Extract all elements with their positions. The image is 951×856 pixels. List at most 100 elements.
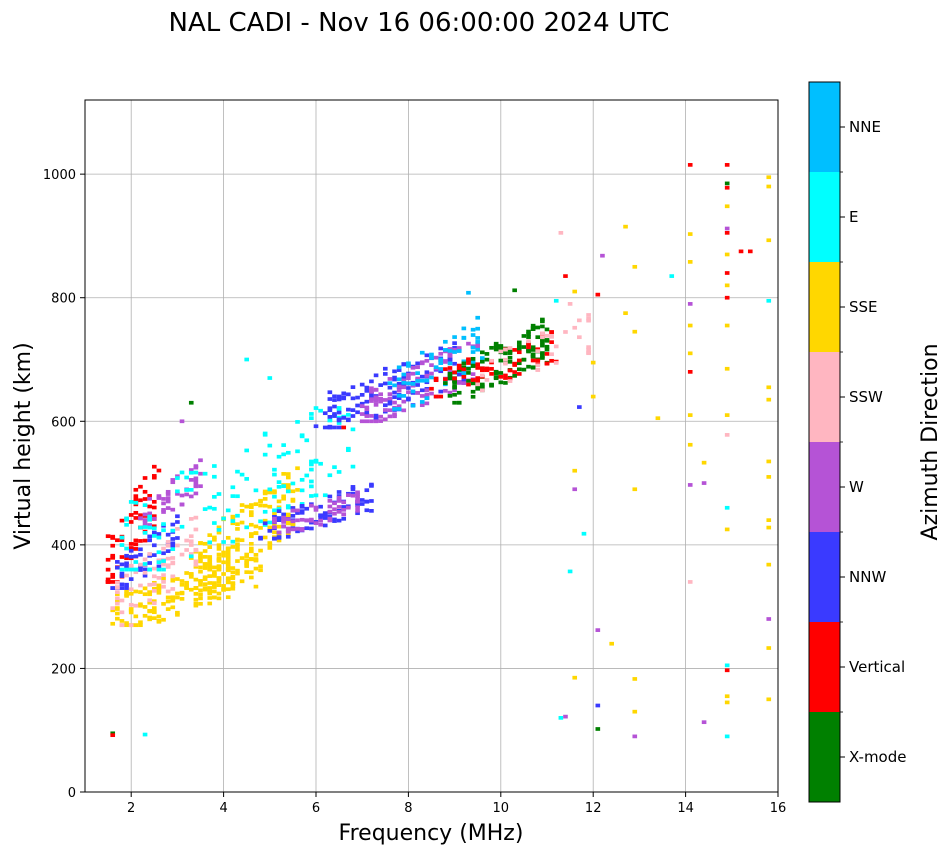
data-point [161,584,166,589]
data-point [313,424,319,429]
data-point [461,367,467,372]
data-point [336,394,342,399]
data-point [128,513,134,517]
data-point [595,292,601,297]
data-point [151,616,157,621]
data-point [443,339,448,344]
chart-title: NAL CADI - Nov 16 06:00:00 2024 UTC [169,8,670,38]
data-point [119,598,125,603]
data-point [179,552,185,557]
data-point [410,382,416,386]
data-point [244,357,250,362]
data-point [632,709,638,714]
data-point [452,378,457,383]
data-point [110,536,116,540]
data-point [724,163,730,167]
data-point [225,508,231,513]
x-tick-label: 14 [677,801,694,816]
data-point [193,577,199,582]
data-point [503,376,508,380]
data-point [406,361,411,366]
data-point [766,646,772,650]
data-point [567,302,573,306]
data-point [373,419,379,424]
data-point [299,488,305,493]
data-point [142,489,148,494]
data-point [156,567,162,572]
data-point [156,614,162,619]
data-point [272,508,277,513]
data-point [119,543,125,547]
data-point [724,413,730,417]
data-point [466,357,471,362]
data-point [156,583,162,588]
data-point [590,394,596,399]
data-point [516,344,522,348]
data-point [540,335,545,340]
data-point [355,494,360,499]
data-point [563,714,568,719]
data-point [235,544,240,549]
data-point [724,295,730,300]
data-point [447,371,453,376]
data-point [419,394,425,398]
data-point [424,353,430,358]
data-point [193,465,199,470]
data-point [253,531,259,535]
data-point [447,357,453,361]
data-point [147,598,152,603]
data-point [124,623,129,628]
data-point [724,226,730,231]
data-point [480,356,485,360]
data-point [244,448,250,453]
data-point [401,372,407,377]
data-point [350,491,356,496]
data-point [165,556,171,561]
data-point [341,512,347,517]
data-point [198,565,203,570]
data-point [124,589,129,594]
data-point [110,580,116,584]
data-point [290,481,296,486]
data-point [170,560,176,565]
data-point [392,369,397,374]
data-point [133,567,139,572]
data-point [364,499,370,504]
data-point [207,591,213,596]
data-point [165,499,171,504]
data-point [138,484,143,489]
data-point [128,520,134,524]
data-point [128,623,134,628]
data-point [489,345,494,350]
data-point [632,677,638,681]
data-point [526,339,531,344]
data-point [355,505,360,510]
data-point [142,518,148,522]
data-point [382,372,388,376]
data-point [382,408,388,412]
data-point [147,600,152,605]
data-point [249,510,254,514]
data-point [184,571,189,575]
data-point [249,557,254,561]
data-point [147,494,152,498]
data-point [281,520,286,524]
data-point [609,641,614,646]
data-point [503,361,508,366]
data-point [332,394,337,399]
colorbar-segment-nne [809,82,840,172]
data-point [364,399,370,404]
data-point [165,595,171,600]
data-point [452,400,457,405]
data-point [142,605,148,609]
data-point [161,497,166,501]
data-point [503,373,508,378]
data-point [327,473,333,478]
data-point [193,527,199,532]
colorbar-segment-w [809,442,840,532]
data-point [382,417,388,422]
data-point [396,396,402,400]
data-point [350,485,356,489]
data-point [503,381,508,385]
data-point [466,341,471,346]
